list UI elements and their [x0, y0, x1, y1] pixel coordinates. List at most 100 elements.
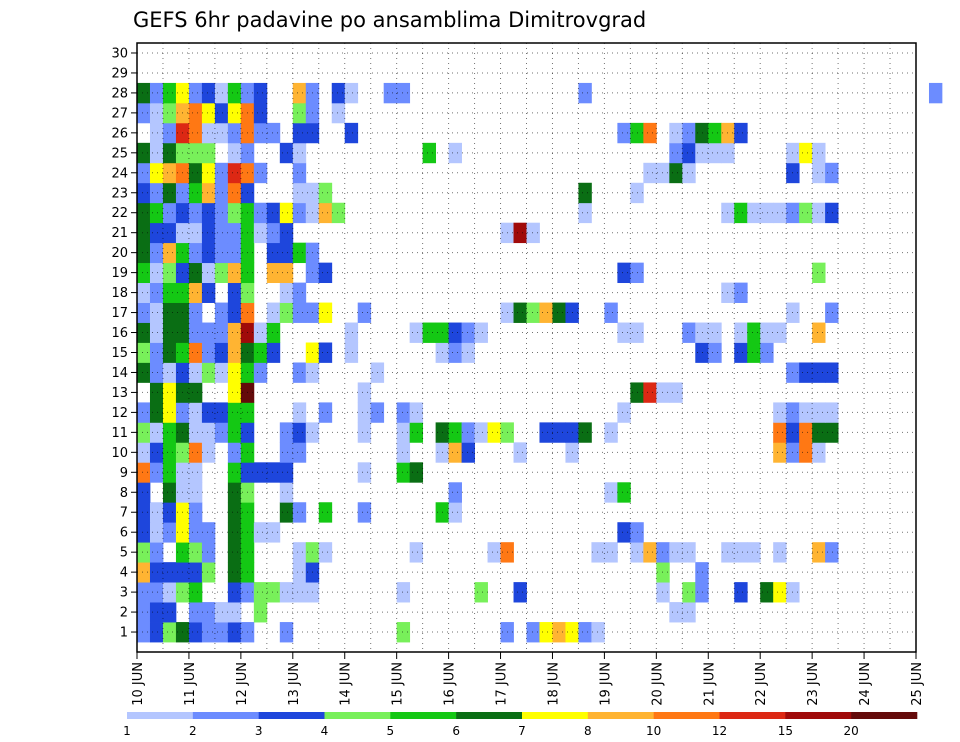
heatmap-cell	[695, 142, 709, 164]
heatmap-cell	[513, 302, 527, 323]
heatmap-cell	[137, 362, 151, 383]
heatmap-cell	[227, 482, 242, 503]
heatmap-cell	[149, 302, 164, 323]
heatmap-cell	[214, 242, 229, 264]
heatmap-cell	[513, 582, 527, 603]
heatmap-cell	[292, 362, 307, 383]
heatmap-cell	[227, 562, 242, 583]
heatmap-cell	[201, 102, 216, 124]
heatmap-cell	[137, 522, 151, 543]
heatmap-cell	[734, 282, 748, 303]
heatmap-cell	[227, 222, 242, 244]
heatmap-cell	[227, 322, 242, 343]
x-tick-label: 10 JUN	[131, 662, 146, 706]
heatmap-cell	[188, 382, 203, 403]
heatmap-cell	[162, 242, 177, 264]
heatmap-cell	[201, 122, 216, 144]
heatmap-cell	[292, 102, 307, 124]
heatmap-cell	[617, 322, 631, 343]
heatmap-cell	[292, 142, 307, 164]
heatmap-cell	[812, 542, 826, 563]
heatmap-cell	[149, 102, 164, 124]
x-tick-label: 12 JUN	[235, 662, 250, 706]
heatmap-cell	[162, 162, 177, 184]
heatmap-cell	[578, 622, 592, 643]
heatmap-cell	[188, 622, 203, 643]
heatmap-cell	[227, 182, 242, 204]
heatmap-cell	[344, 82, 359, 104]
heatmap-cell	[201, 442, 216, 463]
heatmap-cell	[396, 402, 411, 423]
heatmap-cell	[682, 162, 696, 184]
heatmap-cell	[656, 542, 670, 563]
heatmap-cell	[149, 442, 164, 463]
heatmap-cell	[162, 202, 177, 224]
heatmap-cell	[682, 582, 696, 603]
heatmap-cell	[149, 222, 164, 244]
heatmap-cell	[396, 422, 411, 443]
heatmap-cell	[201, 342, 216, 363]
heatmap-cell	[137, 82, 151, 104]
heatmap-cell	[201, 262, 216, 284]
heatmap-cell	[253, 102, 268, 124]
heatmap-cell	[656, 382, 670, 403]
heatmap-cell	[253, 222, 268, 244]
heatmap-cell	[578, 182, 592, 204]
heatmap-cell	[617, 522, 631, 543]
heatmap-cell	[448, 482, 462, 503]
heatmap-cell	[137, 282, 151, 303]
heatmap-cell	[201, 422, 216, 443]
heatmap-cell	[409, 462, 424, 483]
heatmap-cell	[149, 582, 164, 603]
heatmap-cell	[617, 482, 631, 503]
heatmap-cell	[292, 162, 307, 184]
heatmap-cell	[149, 242, 164, 264]
heatmap-cell	[188, 122, 203, 144]
heatmap-cell	[734, 122, 748, 144]
heatmap-cell	[214, 222, 229, 244]
heatmap-cell	[409, 542, 424, 563]
heatmap-cell	[318, 182, 333, 204]
heatmap-cell	[201, 622, 216, 643]
heatmap-cell	[201, 542, 216, 563]
heatmap-cell	[292, 282, 307, 303]
heatmap-cell	[773, 202, 787, 224]
colorbar-label: 12	[712, 724, 727, 738]
chart-title: GEFS 6hr padavine po ansamblima Dimitrov…	[133, 8, 646, 32]
heatmap-cell	[188, 322, 203, 343]
heatmap-cell	[162, 562, 177, 583]
heatmap-cell	[227, 342, 242, 363]
heatmap-cell	[318, 262, 333, 284]
heatmap-cell	[188, 82, 203, 104]
heatmap-cell	[227, 302, 242, 323]
heatmap-cell	[747, 542, 761, 563]
colorbar-swatch	[456, 712, 523, 719]
y-tick-label: 29	[111, 66, 128, 81]
heatmap-cell	[279, 502, 294, 523]
y-tick-label: 3	[120, 586, 128, 601]
heatmap-cell	[812, 322, 826, 343]
heatmap-cell	[292, 422, 307, 443]
heatmap-cell	[760, 582, 774, 603]
heatmap-cell	[266, 242, 281, 264]
heatmap-cell	[409, 402, 424, 423]
heatmap-cell	[448, 422, 462, 443]
heatmap-cell	[214, 102, 229, 124]
heatmap-cell	[227, 462, 242, 483]
heatmap-cell	[266, 582, 281, 603]
heatmap-cell	[188, 362, 203, 383]
heatmap-cell	[201, 282, 216, 303]
y-tick-label: 5	[120, 546, 128, 561]
heatmap-cell	[812, 442, 826, 463]
colorbar-swatch	[192, 712, 259, 719]
heatmap-cell	[318, 302, 333, 323]
heatmap-cell	[214, 162, 229, 184]
colorbar-swatch	[851, 712, 918, 719]
colorbar-label: 1	[123, 724, 131, 738]
heatmap-cell	[266, 342, 281, 363]
heatmap-cell	[695, 582, 709, 603]
heatmap-cell	[227, 282, 242, 303]
heatmap-cell	[396, 582, 411, 603]
heatmap-cell	[409, 322, 424, 343]
heatmap-cell	[344, 122, 359, 144]
